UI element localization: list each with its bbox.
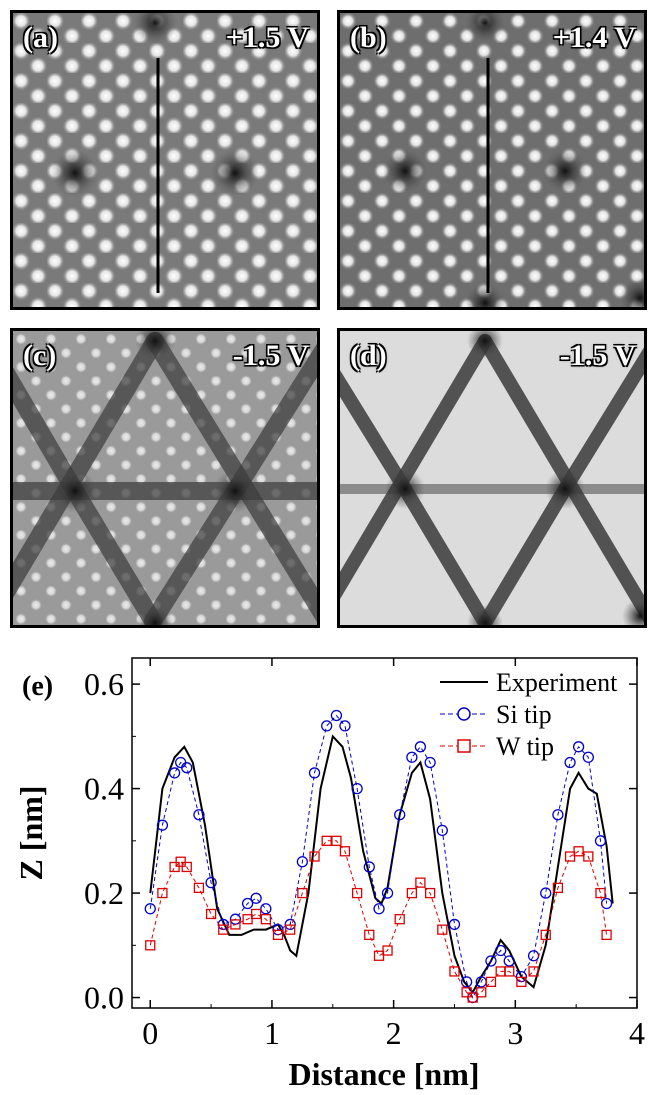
x-tick-label: 0 xyxy=(142,1015,158,1051)
bias-voltage-d: -1.5 V xyxy=(560,339,636,373)
w-tip-point xyxy=(207,909,216,918)
bias-voltage-a: +1.5 V xyxy=(226,21,309,55)
w-tip-point xyxy=(375,951,384,960)
y-tick-label: 0.4 xyxy=(84,771,124,807)
w-tip-point xyxy=(365,930,374,939)
panel-label-d: (d) xyxy=(350,339,387,373)
panel-label-a: (a) xyxy=(23,21,58,55)
si-tip-point xyxy=(322,721,332,731)
y-tick-label: 0.0 xyxy=(84,980,124,1016)
si-tip-point xyxy=(182,763,192,773)
si-tip-point xyxy=(261,904,271,914)
x-tick-label: 3 xyxy=(507,1015,523,1051)
y-tick-label: 0.2 xyxy=(84,875,124,911)
x-tick-label: 2 xyxy=(386,1015,402,1051)
line-profile-chart: (e) 0 1 2 3 4 0.0 0.2 0.4 0.6 Experiment Si tip W … xyxy=(0,640,664,1095)
w-tip-point xyxy=(146,941,155,950)
bias-voltage-b: +1.4 V xyxy=(553,21,636,55)
stm-image-b xyxy=(340,13,644,307)
w-tip-point xyxy=(158,889,167,898)
stm-image-panel-a: (a) +1.5 V xyxy=(10,10,320,310)
si-tip-point xyxy=(251,893,261,903)
stm-image-c xyxy=(13,331,317,625)
w-tip-point xyxy=(450,967,459,976)
y-axis-label: Z [nm] xyxy=(13,785,49,880)
y-tick-label: 0.6 xyxy=(84,666,124,702)
legend-label: Experiment xyxy=(496,668,618,697)
x-tick-label: 1 xyxy=(264,1015,280,1051)
stm-image-d xyxy=(340,331,644,625)
si-tip-point xyxy=(541,888,551,898)
panel-label-c: (c) xyxy=(23,339,56,373)
si-tip-point xyxy=(529,951,539,961)
w-tip-point xyxy=(438,925,447,934)
stm-image-panel-b: (b) +1.4 V xyxy=(337,10,647,310)
si-tip-point xyxy=(170,768,180,778)
x-tick-label: 4 xyxy=(629,1015,645,1051)
si-tip-point xyxy=(340,721,350,731)
bias-voltage-c: -1.5 V xyxy=(233,339,309,373)
si-tip-point xyxy=(145,904,155,914)
stm-image-panel-d: (d) -1.5 V xyxy=(337,328,647,628)
panel-label-e: (e) xyxy=(22,671,53,702)
legend-label: W tip xyxy=(496,732,554,761)
legend-label: Si tip xyxy=(496,700,552,729)
w-tip-point xyxy=(252,909,261,918)
si-tip-point xyxy=(407,752,417,762)
legend-marker-si xyxy=(458,708,470,720)
stm-image-panel-c: (c) -1.5 V xyxy=(10,328,320,628)
si-tip-point xyxy=(415,742,425,752)
stm-image-a xyxy=(13,13,317,307)
si-tip-point xyxy=(602,899,612,909)
x-axis-label: Distance [nm] xyxy=(288,1056,479,1092)
legend-marker-w xyxy=(458,740,470,752)
si-tip-point xyxy=(565,757,575,767)
legend: Experiment Si tip W tip xyxy=(440,668,618,761)
panel-label-b: (b) xyxy=(350,21,387,55)
w-tip-point xyxy=(477,988,486,997)
